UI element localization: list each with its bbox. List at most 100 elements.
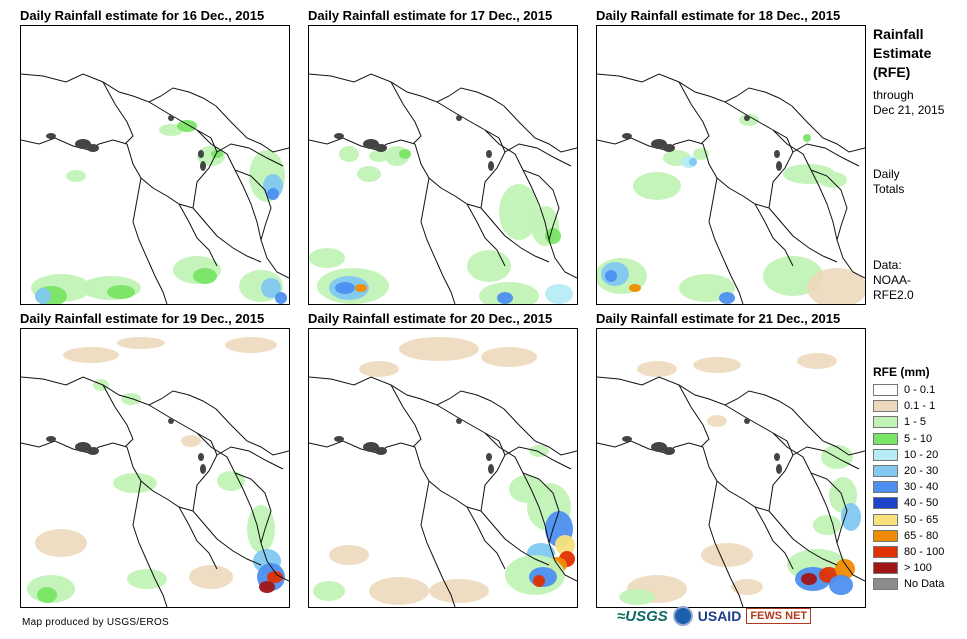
coastline-blob bbox=[774, 150, 780, 158]
rain-cell bbox=[217, 471, 245, 491]
rain-cell bbox=[359, 361, 399, 377]
country-border bbox=[597, 376, 865, 456]
rain-cell bbox=[807, 268, 865, 304]
country-border bbox=[309, 376, 577, 456]
coastline-blob bbox=[198, 150, 204, 158]
data-line2: NOAA- bbox=[873, 273, 912, 287]
country-border bbox=[480, 510, 550, 566]
rfe-title-line1: Rainfall bbox=[873, 26, 924, 42]
country-border bbox=[484, 432, 577, 582]
legend-label: 0.1 - 1 bbox=[904, 400, 936, 413]
rain-cell bbox=[555, 535, 575, 555]
usgs-logo: ≈USGS bbox=[617, 607, 668, 625]
legend-swatch bbox=[873, 578, 898, 591]
coastline-blob bbox=[375, 144, 387, 152]
map-svg-5 bbox=[309, 337, 577, 607]
legend-label: 0 - 0.1 bbox=[904, 384, 936, 397]
noaa-logo-icon bbox=[672, 606, 693, 626]
country-border bbox=[522, 472, 560, 544]
rain-cell bbox=[429, 579, 489, 603]
country-border bbox=[21, 376, 289, 456]
rain-cell bbox=[225, 337, 277, 353]
country-border bbox=[216, 446, 284, 470]
country-border bbox=[420, 480, 456, 607]
rain-cell bbox=[499, 184, 539, 240]
rain-cell bbox=[267, 571, 283, 583]
rain-cell bbox=[731, 579, 763, 595]
legend-label: 20 - 30 bbox=[904, 465, 939, 478]
through-date: Dec 21, 2015 bbox=[873, 103, 945, 117]
rain-cell bbox=[63, 347, 119, 363]
country-border bbox=[466, 506, 506, 570]
rain-cell bbox=[619, 589, 655, 605]
rain-cell bbox=[399, 337, 479, 361]
rain-cell bbox=[701, 543, 753, 567]
rain-cell bbox=[193, 268, 217, 284]
legend-swatch bbox=[873, 384, 898, 397]
legend-item: > 100 bbox=[873, 560, 944, 576]
legend-title: RFE (mm) bbox=[873, 365, 930, 379]
rain-cell bbox=[369, 150, 389, 162]
rain-cell bbox=[813, 515, 841, 535]
country-border bbox=[504, 143, 572, 167]
fews-net-logo: FEWS NET bbox=[746, 608, 812, 624]
coastline-blob bbox=[776, 464, 782, 474]
country-border bbox=[466, 203, 506, 267]
country-border bbox=[234, 472, 272, 544]
rain-cell bbox=[841, 503, 861, 531]
rain-cell bbox=[335, 282, 355, 294]
legend-swatch bbox=[873, 400, 898, 413]
country-border bbox=[216, 143, 284, 167]
rain-cell bbox=[399, 149, 411, 159]
daily-line1: Daily bbox=[873, 167, 900, 181]
coastline-blob bbox=[486, 453, 492, 461]
logo-strip: ≈USGS USAID FEWS NET bbox=[617, 606, 812, 626]
country-border bbox=[754, 203, 794, 267]
country-border bbox=[678, 384, 710, 448]
coastline-blob bbox=[87, 447, 99, 455]
country-border bbox=[480, 207, 550, 263]
country-border bbox=[21, 137, 128, 151]
coastline-blob bbox=[87, 144, 99, 152]
legend-item: 80 - 100 bbox=[873, 544, 944, 560]
legend-label: No Data bbox=[904, 578, 945, 591]
country-border bbox=[792, 143, 860, 167]
map-panel-3 bbox=[596, 25, 866, 305]
coastline-blob bbox=[663, 144, 675, 152]
rain-cell bbox=[693, 357, 741, 373]
rain-cell bbox=[357, 166, 381, 182]
rain-cell bbox=[313, 581, 345, 601]
rain-cell bbox=[719, 292, 735, 304]
legend-label: > 100 bbox=[904, 562, 932, 575]
country-border bbox=[102, 384, 134, 448]
coastline-blob bbox=[334, 436, 344, 442]
coastline-blob bbox=[488, 161, 494, 171]
usaid-logo: USAID bbox=[697, 608, 742, 624]
legend-item: 65 - 80 bbox=[873, 528, 944, 544]
map-svg-2 bbox=[309, 73, 577, 304]
panel-title-4: Daily Rainfall estimate for 19 Dec., 201… bbox=[20, 311, 265, 326]
legend-swatch bbox=[873, 529, 898, 542]
rain-cell bbox=[821, 445, 853, 469]
country-border bbox=[309, 440, 416, 454]
coastline-blob bbox=[622, 133, 632, 139]
coastline-blob bbox=[456, 115, 462, 121]
through-block: through Dec 21, 2015 bbox=[873, 88, 944, 118]
rain-cell bbox=[35, 288, 51, 304]
legend-swatch bbox=[873, 416, 898, 429]
rain-cell bbox=[629, 284, 641, 292]
country-border bbox=[792, 446, 860, 470]
legend-label: 1 - 5 bbox=[904, 416, 927, 429]
country-border bbox=[178, 203, 218, 267]
coastline-blob bbox=[363, 139, 379, 149]
legend-item: 5 - 10 bbox=[873, 431, 944, 447]
country-border bbox=[178, 506, 218, 570]
map-svg-6 bbox=[597, 353, 865, 607]
rain-cell bbox=[689, 158, 697, 166]
rain-cell bbox=[259, 581, 275, 593]
country-border bbox=[768, 510, 838, 566]
rain-cell bbox=[113, 473, 157, 493]
legend-swatch bbox=[873, 562, 898, 575]
rain-cell bbox=[803, 134, 811, 142]
coastline-blob bbox=[46, 133, 56, 139]
